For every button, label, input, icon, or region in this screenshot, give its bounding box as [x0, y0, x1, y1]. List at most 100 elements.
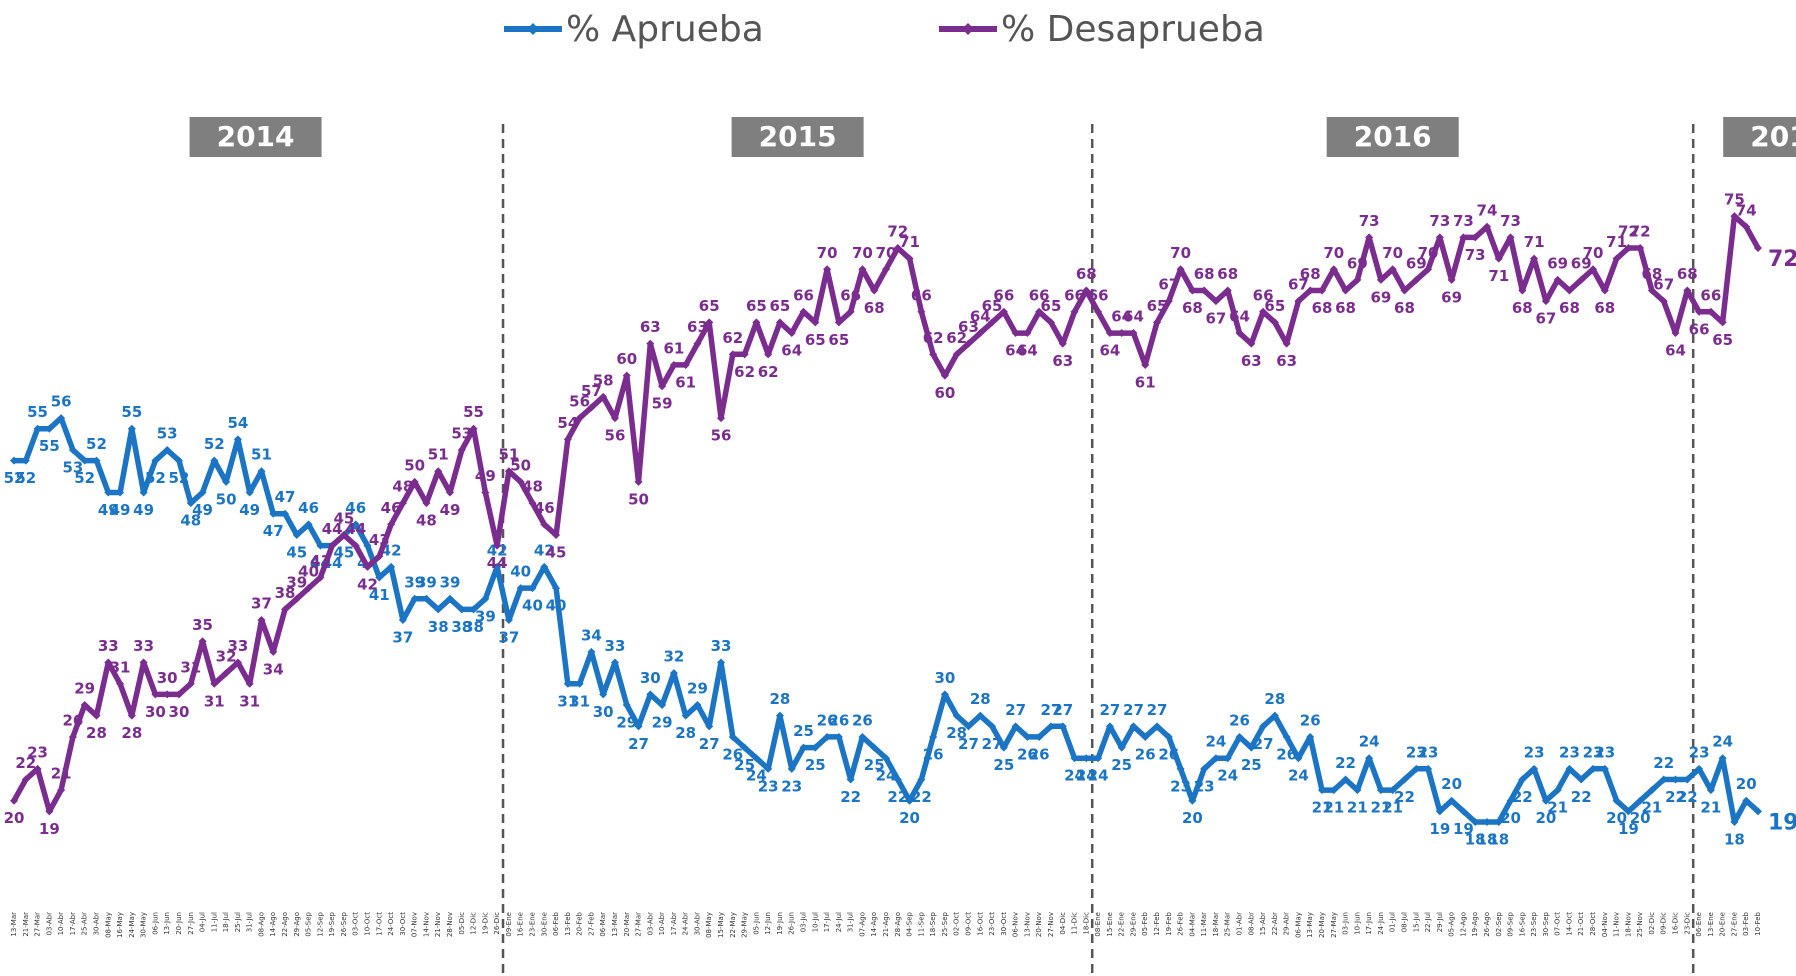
point-marker [1023, 732, 1032, 741]
data-label: 69 [1571, 254, 1592, 272]
point-marker [717, 414, 726, 423]
x-tick-label: 11-Jul [210, 912, 218, 932]
point-marker [1683, 286, 1692, 295]
data-label: 22 [840, 788, 861, 806]
point-marker [33, 764, 42, 773]
point-marker [1742, 222, 1751, 231]
point-marker [1235, 329, 1244, 338]
x-tick-label: 09-Oct [964, 912, 972, 936]
data-label: 73 [1465, 246, 1486, 264]
point-marker [1023, 329, 1032, 338]
data-label: 39 [475, 607, 496, 625]
data-label: 23 [1406, 743, 1427, 761]
year-box [1326, 117, 1459, 157]
data-label: 61 [675, 373, 696, 391]
data-label: 68 [1300, 265, 1321, 283]
x-tick-label: 13-Feb [564, 911, 572, 935]
point-marker [1270, 711, 1279, 720]
data-label: 26 [1300, 711, 1321, 729]
point-marker [905, 796, 914, 805]
point-marker [858, 732, 867, 741]
x-tick-label: 13-Ene [1707, 912, 1715, 937]
x-tick-label: 17-Jun [1365, 912, 1373, 935]
legend-marker [962, 23, 974, 35]
x-tick-label: 16-May [116, 912, 124, 938]
point-marker [1400, 286, 1409, 295]
point-marker [1671, 775, 1680, 784]
x-tick-label: 23-Dic [1683, 912, 1691, 935]
point-marker [198, 637, 207, 646]
data-label: 56 [569, 393, 590, 411]
data-label: 29 [687, 680, 708, 698]
x-tick-label: 07-Oct [1554, 912, 1562, 936]
data-label: 20 [1606, 809, 1627, 827]
point-marker [693, 701, 702, 710]
point-marker [1094, 754, 1103, 763]
point-marker [1659, 297, 1668, 306]
point-marker [870, 286, 879, 295]
point-marker [1624, 244, 1633, 253]
data-label: 67 [1288, 276, 1309, 294]
point-marker [1730, 212, 1739, 221]
data-label: 21 [1370, 799, 1391, 817]
data-label: 22 [1512, 788, 1533, 806]
data-label: 24 [1217, 767, 1238, 785]
point-marker [811, 743, 820, 752]
point-marker [587, 403, 596, 412]
point-marker [1070, 754, 1079, 763]
data-label: 27 [1147, 701, 1168, 719]
point-marker [80, 701, 89, 710]
data-label: 20 [1500, 809, 1521, 827]
point-marker [1094, 307, 1103, 316]
x-tick-label: 06-Feb [552, 911, 560, 935]
data-label: 64 [1005, 342, 1026, 360]
data-label: 26 [828, 711, 849, 729]
point-marker [870, 743, 879, 752]
point-marker [681, 711, 690, 720]
data-label: 70 [852, 244, 873, 262]
x-tick-label: 03-Jul [800, 912, 808, 932]
point-marker [1541, 796, 1550, 805]
x-tick-label: 04-Mar [1188, 912, 1196, 937]
point-marker [1341, 775, 1350, 784]
point-marker [1082, 286, 1091, 295]
data-label: 61 [1135, 373, 1156, 391]
point-marker [988, 722, 997, 731]
data-label: 20 [1630, 809, 1651, 827]
data-label: 64 [1111, 308, 1132, 326]
x-tick-label: 12-Dic [470, 912, 478, 935]
data-label: 65 [770, 297, 791, 315]
x-tick-label: 28-Ago [894, 912, 902, 937]
data-label: 56 [711, 427, 732, 445]
point-marker [1388, 265, 1397, 274]
data-label: 42 [534, 541, 555, 559]
data-label: 27 [1253, 735, 1274, 753]
x-tick-label: 13-Nov [1023, 912, 1031, 937]
x-tick-label: 30-Oct [1000, 912, 1008, 936]
point-marker [1270, 318, 1279, 327]
data-label: 18 [1465, 830, 1486, 848]
x-tick-label: 22-Abr [1271, 912, 1279, 936]
point-marker [705, 318, 714, 327]
x-tick-label: 11-Dic [1071, 912, 1079, 935]
x-tick-label: 28-Oct [1589, 912, 1597, 936]
data-label: 23 [1524, 743, 1545, 761]
point-marker [1247, 339, 1256, 348]
point-marker [68, 732, 77, 741]
x-tick-label: 09-Sep [1507, 911, 1515, 936]
data-label: 63 [1276, 352, 1297, 370]
x-tick-label: 29-Jul [1436, 912, 1444, 932]
x-tick-label: 11-Nov [1613, 912, 1621, 937]
x-tick-label: 26-Ago [1483, 912, 1491, 937]
point-marker [1353, 275, 1362, 284]
point-marker [127, 424, 136, 433]
data-label: 25 [805, 756, 826, 774]
data-label: 21 [1382, 799, 1403, 817]
point-marker [233, 658, 242, 667]
x-tick-label: 08-Ago [257, 912, 265, 937]
point-marker [669, 669, 678, 678]
x-tick-label: 03-Oct [352, 912, 360, 936]
x-tick-label: 20-Mar [623, 912, 631, 937]
point-marker [1647, 286, 1656, 295]
point-marker [952, 711, 961, 720]
